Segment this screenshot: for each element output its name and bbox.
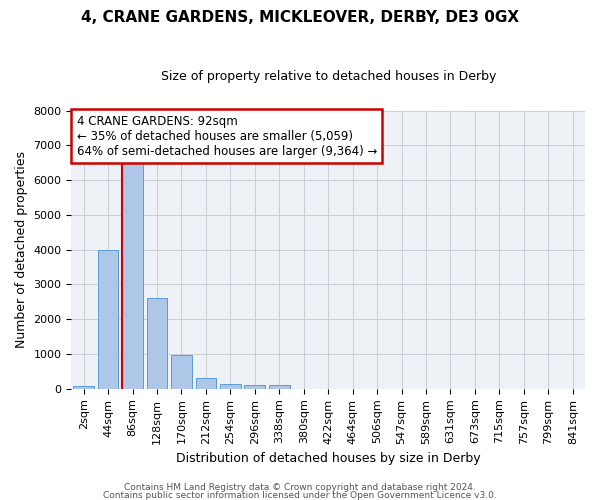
Text: Contains HM Land Registry data © Crown copyright and database right 2024.: Contains HM Land Registry data © Crown c…: [124, 484, 476, 492]
Y-axis label: Number of detached properties: Number of detached properties: [15, 151, 28, 348]
Bar: [98, 250, 118, 389]
Bar: [220, 384, 241, 389]
Bar: [269, 386, 290, 389]
Bar: [122, 160, 143, 389]
Bar: [171, 356, 192, 389]
Title: Size of property relative to detached houses in Derby: Size of property relative to detached ho…: [161, 70, 496, 83]
Bar: [73, 386, 94, 389]
Bar: [146, 298, 167, 389]
Bar: [196, 378, 217, 389]
X-axis label: Distribution of detached houses by size in Derby: Distribution of detached houses by size …: [176, 452, 481, 465]
Text: Contains public sector information licensed under the Open Government Licence v3: Contains public sector information licen…: [103, 490, 497, 500]
Text: 4 CRANE GARDENS: 92sqm
← 35% of detached houses are smaller (5,059)
64% of semi-: 4 CRANE GARDENS: 92sqm ← 35% of detached…: [77, 114, 377, 158]
Bar: [244, 385, 265, 389]
Text: 4, CRANE GARDENS, MICKLEOVER, DERBY, DE3 0GX: 4, CRANE GARDENS, MICKLEOVER, DERBY, DE3…: [81, 10, 519, 25]
